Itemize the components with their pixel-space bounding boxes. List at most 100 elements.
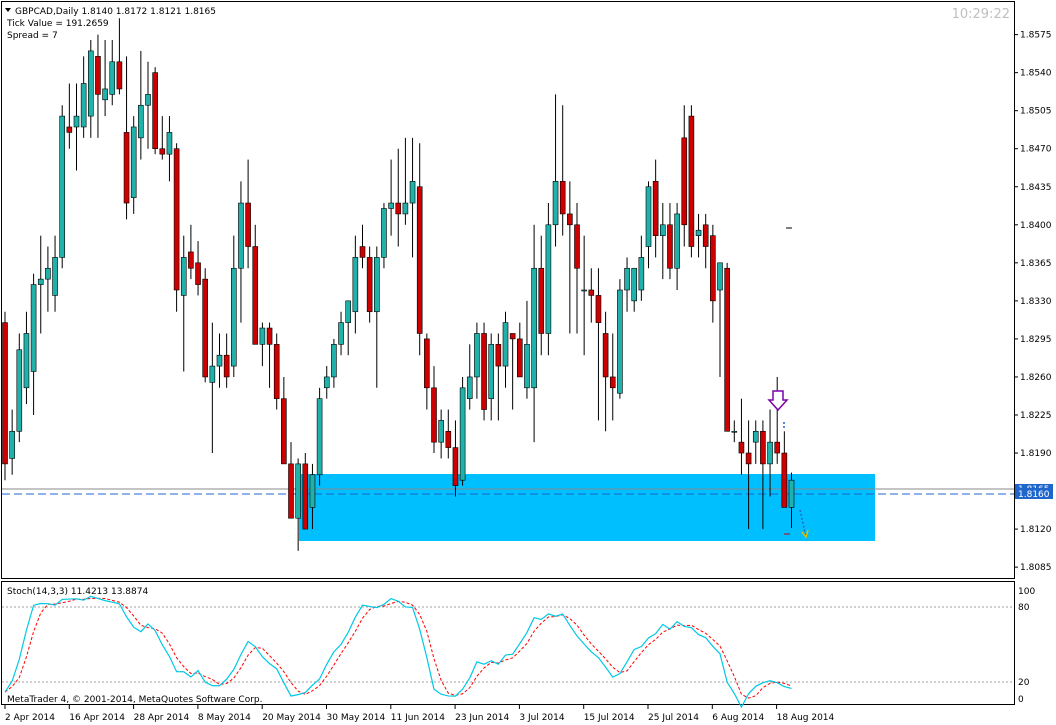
candle — [588, 268, 595, 323]
candle — [23, 311, 30, 405]
price-label: 1.8190 — [1020, 449, 1052, 459]
stoch-pane-border — [1, 581, 1015, 705]
stoch-title: Stoch(14,3,3) 11.4213 13.8874 — [7, 587, 148, 597]
candle — [381, 203, 387, 269]
candle — [724, 262, 730, 432]
candle — [159, 116, 166, 160]
candle — [216, 333, 223, 388]
price-label: 1.8365 — [1020, 259, 1052, 269]
candle — [752, 420, 759, 464]
price-label: 1.8260 — [1020, 373, 1052, 383]
candle — [266, 322, 273, 388]
candle — [223, 333, 230, 388]
candle — [352, 235, 359, 334]
candle — [760, 420, 766, 530]
candle — [231, 235, 237, 377]
candle — [245, 159, 251, 269]
candle — [95, 34, 101, 138]
candle — [373, 246, 380, 388]
support-zone[interactable] — [299, 474, 875, 541]
candle — [767, 409, 773, 497]
time-axis: 2 Apr 2014 16 Apr 2014 28 Apr 2014 8 May 20… — [4, 705, 835, 723]
candle — [459, 376, 466, 486]
candle — [395, 148, 402, 247]
candle — [52, 235, 58, 312]
time-label: 18 Aug 2014 — [777, 713, 835, 723]
candle — [123, 56, 130, 220]
candle — [602, 311, 609, 432]
candle — [695, 213, 702, 258]
candle — [788, 472, 795, 529]
price-label: 1.8225 — [1020, 411, 1052, 421]
candle — [738, 398, 745, 475]
candle — [138, 50, 144, 160]
candle — [295, 458, 301, 551]
candle — [302, 453, 309, 530]
candle — [552, 94, 559, 247]
time-label: 16 Apr 2014 — [69, 713, 125, 723]
candle — [338, 311, 344, 356]
candle — [288, 442, 294, 519]
candle — [316, 387, 323, 486]
candle — [16, 333, 23, 443]
candle — [73, 83, 80, 171]
stoch-level-0-label: 0 — [1018, 695, 1024, 705]
price-label: 1.8085 — [1020, 563, 1052, 573]
candle — [195, 241, 201, 296]
candle — [402, 137, 409, 225]
stoch-main-line — [4, 595, 792, 709]
candle — [538, 235, 545, 356]
candle — [130, 116, 137, 214]
time-label: 25 Jul 2014 — [648, 713, 699, 723]
candle — [631, 267, 638, 312]
menu-triangle-icon[interactable] — [5, 8, 11, 12]
candle — [424, 333, 430, 410]
candle — [674, 203, 680, 290]
candle — [681, 105, 688, 247]
candle — [688, 105, 695, 258]
candle — [481, 322, 487, 421]
stoch-level-80-label: 80 — [1018, 603, 1030, 613]
stoch-level-100-label: 100 — [1018, 587, 1035, 597]
candle — [581, 235, 587, 356]
candle — [567, 181, 573, 334]
candle — [466, 344, 473, 410]
exit-arrow-icon — [801, 529, 809, 539]
candle — [624, 257, 630, 312]
candle — [531, 224, 537, 443]
candle — [652, 159, 659, 258]
candle — [152, 67, 158, 155]
candle — [509, 333, 516, 410]
time-label: 8 May 2014 — [198, 713, 251, 723]
time-label: 20 May 2014 — [262, 713, 321, 723]
candle — [238, 181, 244, 323]
trade-path-marker — [799, 509, 807, 538]
candle — [388, 159, 394, 236]
candle — [209, 322, 216, 454]
candle — [80, 56, 87, 138]
candle — [9, 409, 15, 475]
candle — [595, 268, 602, 421]
candle — [59, 105, 66, 269]
candle — [438, 409, 444, 459]
time-label: 2 Apr 2014 — [5, 713, 55, 723]
candle — [474, 322, 480, 399]
candle — [638, 235, 645, 301]
candle — [781, 431, 788, 508]
candle — [702, 213, 709, 269]
candle — [88, 40, 94, 138]
candle — [102, 40, 108, 117]
candles-group — [2, 18, 795, 551]
time-label: 28 Apr 2014 — [134, 713, 190, 723]
candle — [667, 203, 673, 280]
down-arrow-icon[interactable] — [767, 390, 789, 412]
current-price-label: 1.8160 — [1018, 490, 1050, 500]
candle — [145, 61, 151, 149]
candle — [710, 224, 716, 323]
candle — [731, 420, 738, 443]
candle — [524, 300, 530, 399]
server-clock: 10:29:22 — [952, 7, 1010, 22]
candle — [617, 279, 623, 399]
price-label: 1.8505 — [1020, 107, 1052, 117]
